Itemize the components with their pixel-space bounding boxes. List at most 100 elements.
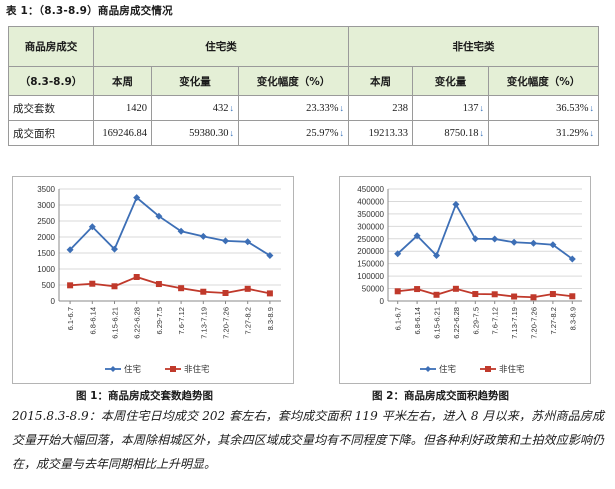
chart-area-svg: 0 50000 100000 150000 200000 250000 300000 3500… (357, 185, 582, 374)
col-header-pct-non: 变化幅度（%） (488, 66, 600, 96)
x-tick-label: 7.6-7.12 (177, 307, 186, 335)
cell-non-change: 8750.18↓ (412, 120, 490, 146)
data-point (511, 293, 518, 300)
group-header-residential: 住宅类 (92, 26, 350, 67)
x-tick-label: 6.15-6.21 (433, 307, 442, 339)
table-row: 成交面积 169246.84 59380.30↓ 25.97%↓ 19213.3… (8, 120, 600, 146)
arrow-down-icon: ↓ (229, 102, 235, 113)
legend-label: 住宅 (124, 364, 141, 374)
legend-label: 非住宅 (184, 364, 210, 374)
x-tick-label: 6.22-6.28 (452, 307, 461, 339)
x-tick-label: 6.1-6.7 (66, 307, 75, 330)
x-tick-label: 6.15-6.21 (111, 307, 120, 339)
col-header-change-non: 变化量 (412, 66, 490, 96)
cell-non-week: 19213.33 (348, 120, 414, 146)
x-tick-label: 8.3-8.9 (266, 307, 275, 330)
data-point (433, 251, 440, 259)
y-tick-label: 0 (51, 297, 56, 306)
y-tick-label: 350000 (357, 210, 384, 219)
y-tick-label: 2000 (37, 233, 55, 242)
cell-non-week: 238 (348, 95, 414, 121)
x-tick-label: 6.8-6.14 (88, 307, 97, 335)
transaction-table: 商品房成交 住宅类 非住宅类 （8.3-8.9） 本周 变化量 变化幅度（%） … (8, 26, 600, 146)
y-tick-label: 250000 (357, 235, 384, 244)
x-tick-label: 6.22-6.28 (133, 307, 142, 339)
data-point (133, 194, 141, 202)
cell-non-change: 137↓ (412, 95, 490, 121)
summary-paragraph: 2015.8.3-8.9：本周住宅日均成交 202 套左右，套均成交面积 119… (12, 409, 604, 471)
data-point (569, 293, 576, 300)
y-tick-label: 300000 (357, 222, 384, 231)
data-point (413, 232, 421, 240)
data-point (155, 281, 162, 288)
data-point (244, 285, 251, 292)
data-point (222, 290, 229, 296)
data-point (452, 285, 459, 292)
data-point (244, 238, 252, 246)
col-header-week-non: 本周 (348, 66, 414, 96)
data-point (177, 227, 185, 235)
x-tick-label: 7.6-7.12 (491, 307, 500, 335)
table-title: 表 1：（8.3-8.9）商品房成交情况 (6, 5, 173, 17)
data-point (491, 235, 499, 243)
arrow-down-icon: ↓ (339, 127, 345, 138)
data-point (471, 235, 479, 243)
y-tick-label: 3000 (37, 201, 55, 210)
x-tick-label: 7.27-8.2 (549, 307, 558, 335)
data-point (111, 283, 118, 290)
chart-units: 0 500 1000 1500 2000 2500 3000 3500 6.1-6.7 6.8-6… (12, 176, 294, 384)
y-tick-label: 2500 (37, 217, 55, 226)
series-line-residential (69, 196, 271, 257)
legend-label: 住宅 (439, 364, 456, 374)
data-point (568, 255, 576, 263)
data-point (394, 250, 402, 258)
data-point (433, 291, 440, 298)
y-tick-label: 100000 (357, 272, 384, 281)
data-point (414, 286, 421, 293)
x-tick-label: 6.1-6.7 (394, 307, 403, 330)
data-point (530, 294, 537, 301)
data-point (530, 239, 537, 247)
arrow-down-icon: ↓ (479, 127, 485, 138)
data-point (394, 288, 401, 295)
chart-area: 0 50000 100000 150000 200000 250000 300000 3500… (339, 176, 591, 384)
y-tick-label: 150000 (357, 260, 384, 269)
data-point (491, 291, 498, 298)
legend-label: 非住宅 (499, 364, 525, 374)
data-point (452, 200, 460, 208)
x-tick-label: 6.29-7.5 (155, 307, 164, 335)
row-label: 成交面积 (8, 120, 94, 146)
cell-res-pct: 25.97%↓ (237, 120, 350, 146)
x-tick-label: 7.13-7.19 (199, 307, 208, 339)
series-line-nonresidential (397, 287, 573, 299)
y-tick-label: 1000 (37, 265, 55, 274)
x-tick-label: 6.29-7.5 (471, 307, 480, 335)
data-point (199, 232, 207, 240)
table-row: 成交套数 1420 432↓ 23.33%↓ 238 137↓ 36.53%↓ (8, 95, 600, 121)
cell-non-pct: 31.29%↓ (488, 120, 600, 146)
cell-non-pct: 36.53%↓ (488, 95, 600, 121)
chart-units-caption: 图 1：商品房成交套数趋势图 (76, 390, 213, 402)
data-point (510, 238, 518, 246)
y-tick-label: 200000 (357, 247, 384, 256)
cell-res-week: 169246.84 (93, 120, 152, 146)
arrow-down-icon: ↓ (589, 127, 595, 138)
data-point (133, 274, 140, 280)
x-tick-label: 7.27-8.2 (244, 307, 253, 335)
x-tick-label: 8.3-8.9 (568, 307, 577, 330)
legend-marker (485, 366, 491, 372)
cell-res-week: 1420 (93, 95, 152, 121)
chart-area-caption: 图 2：商品房成交面积趋势图 (372, 390, 509, 402)
data-point (155, 212, 163, 220)
arrow-down-icon: ↓ (589, 102, 595, 113)
data-point (222, 237, 229, 245)
cell-res-change: 59380.30↓ (151, 120, 239, 146)
data-point (66, 246, 74, 254)
cell-res-change: 432↓ (151, 95, 239, 121)
col-header-pct-res: 变化幅度（%） (237, 66, 350, 96)
col-header-week-res: 本周 (93, 66, 152, 96)
data-point (178, 285, 185, 292)
y-tick-label: 500 (42, 281, 56, 290)
col-header-change-res: 变化量 (151, 66, 239, 96)
arrow-down-icon: ↓ (479, 102, 485, 113)
